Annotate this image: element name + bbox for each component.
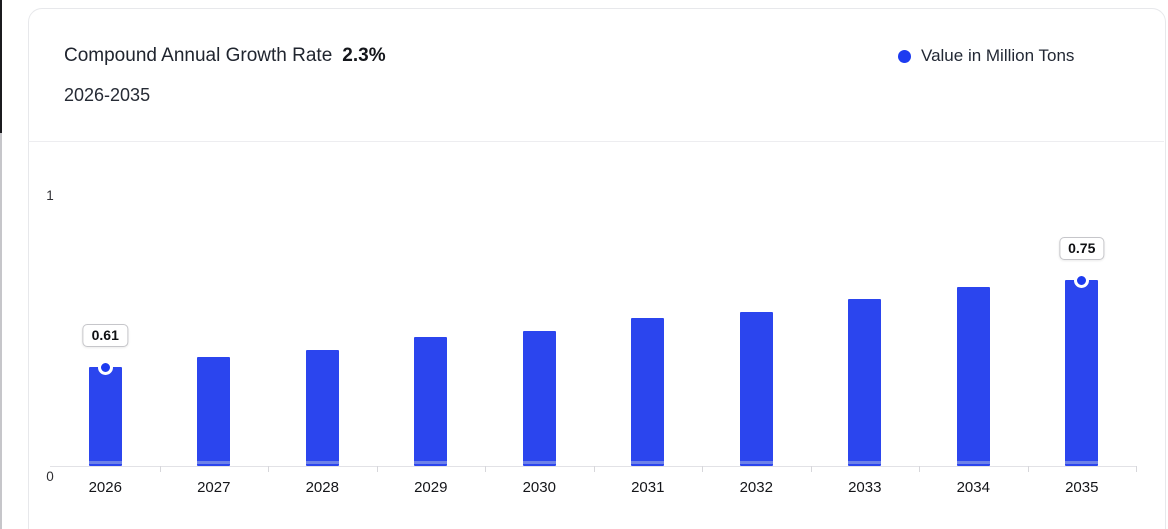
bar-bottom-stripe <box>956 461 990 464</box>
bar-2031[interactable] <box>631 318 665 466</box>
chart-subtitle: 2026-2035 <box>64 85 151 105</box>
bar-2026[interactable] <box>88 367 122 466</box>
chart-title: Compound Annual Growth Rate <box>64 45 333 66</box>
page-left-edge-dark <box>0 0 2 133</box>
bar-2029[interactable] <box>414 337 448 466</box>
bar-bottom-stripe <box>197 461 231 464</box>
header-divider <box>28 141 1164 142</box>
bar-bottom-stripe <box>848 461 882 464</box>
bar-2028[interactable] <box>305 350 339 466</box>
page-left-edge-light <box>0 133 2 529</box>
bar-2032[interactable] <box>739 312 773 466</box>
bar-2030[interactable] <box>522 331 556 466</box>
bar-2034[interactable] <box>956 287 990 466</box>
bar-bottom-stripe <box>1065 461 1099 464</box>
bar-bottom-stripe <box>414 461 448 464</box>
legend-item[interactable]: Value in Million Tons <box>898 46 1074 66</box>
bar-2027[interactable] <box>197 357 231 466</box>
legend-marker-icon <box>898 49 911 63</box>
chart-header: Compound Annual Growth Rate 2.3% <box>64 45 386 67</box>
bar-bottom-stripe <box>88 461 122 464</box>
bar-bottom-stripe <box>305 461 339 464</box>
bar-2035[interactable] <box>1065 280 1099 466</box>
legend-label: Value in Million Tons <box>921 46 1075 65</box>
bar-bottom-stripe <box>522 461 556 464</box>
bar-bottom-stripe <box>631 461 665 464</box>
bar-2033[interactable] <box>848 299 882 466</box>
cagr-value: 2.3% <box>342 45 386 66</box>
bar-bottom-stripe <box>739 461 773 464</box>
